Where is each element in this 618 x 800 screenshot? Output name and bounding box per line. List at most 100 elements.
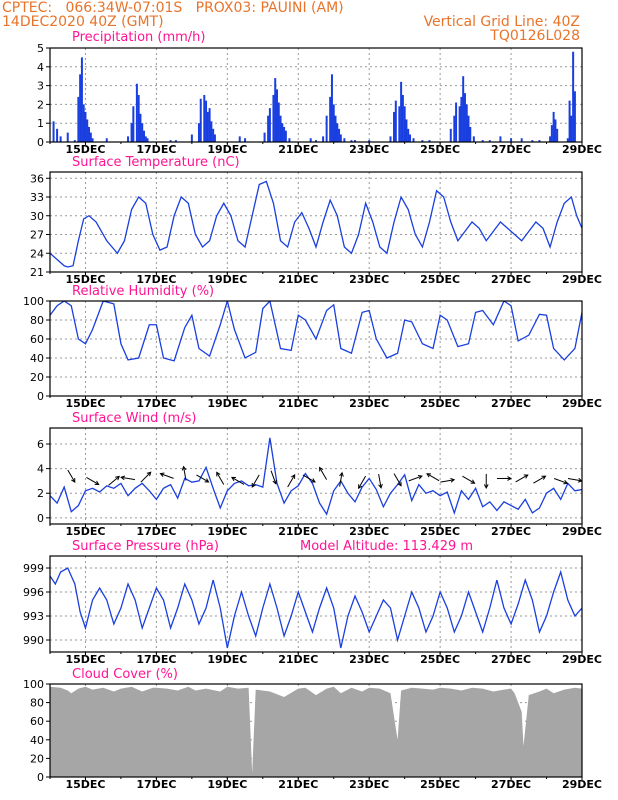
header-location: CPTEC: 066:34W-07:01S PROX03: PAUINI (AM…	[2, 0, 344, 16]
humidity-x-tick-label: 27DEC	[491, 397, 531, 410]
humidity-y-tick-label: 0	[37, 390, 44, 403]
header: CPTEC: 066:34W-07:01S PROX03: PAUINI (AM…	[0, 0, 618, 48]
precip-bar	[144, 136, 147, 142]
temp-panel: Surface Temperature (nC) 15DEC 17DEC 19DEC 2…	[30, 155, 602, 286]
pressure-x-tick-label: 21DEC	[278, 653, 318, 666]
precip-bar	[56, 128, 59, 142]
precip-bar	[105, 138, 108, 142]
cloud-x-tick-label: 29DEC	[562, 778, 602, 791]
precip-bar	[499, 136, 502, 142]
precip-bar	[458, 106, 461, 142]
precip-bar	[455, 102, 458, 142]
pressure-x-tick-label: 17DEC	[136, 653, 176, 666]
wind-arrow-head	[358, 484, 363, 490]
precip-bar	[84, 111, 87, 142]
precip-bar	[288, 138, 291, 142]
precip-bar	[132, 106, 135, 142]
wind-arrow-head	[251, 482, 256, 488]
wind-x-tick-label: 23DEC	[349, 525, 389, 538]
precip-bar	[350, 140, 353, 142]
pressure-panel: Surface Pressure (hPa) Model Altitude: 11…	[23, 539, 602, 666]
precip-bar	[274, 78, 277, 142]
precip-bar	[469, 126, 472, 142]
wind-x-tick-label: 27DEC	[491, 525, 531, 538]
precip-bar	[309, 138, 312, 142]
pressure-y-tick-label: 993	[23, 610, 44, 623]
pressure-x-tick-label: 15DEC	[65, 653, 105, 666]
wind-arrow	[67, 469, 76, 483]
wind-arrow	[160, 473, 174, 479]
wind-x-tick-label: 19DEC	[207, 525, 247, 538]
wind-arrow-head	[319, 466, 324, 472]
cloud-y-tick-label: 40	[30, 734, 44, 747]
precip-bar	[393, 111, 396, 142]
pressure-frame	[49, 555, 583, 653]
precip-bar	[73, 140, 76, 142]
precip-bar	[141, 123, 144, 142]
wind-x-tick-label: 15DEC	[65, 525, 105, 538]
wind-arrow-head	[115, 475, 121, 481]
wind-arrow-head	[272, 479, 277, 485]
precip-bar	[531, 140, 534, 142]
pressure-x-tick-label: 19DEC	[207, 653, 247, 666]
temp-x-tick-label: 19DEC	[207, 273, 247, 286]
precip-bar	[197, 123, 200, 142]
cloud-frame	[49, 683, 583, 778]
temp-y-tick-label: 33	[30, 191, 44, 204]
precip-bar	[203, 95, 206, 142]
header-grid-line: Vertical Grid Line: 40Z	[423, 14, 580, 30]
cloud-area	[50, 686, 582, 777]
precip-bar	[210, 121, 213, 142]
precip-bar	[169, 140, 172, 142]
precip-bar	[428, 140, 431, 142]
temp-x-tick-label: 25DEC	[420, 273, 460, 286]
wind-arrow-head	[310, 478, 316, 483]
pressure-y-tick-label: 996	[23, 586, 44, 599]
wind-arrow-head	[397, 481, 402, 487]
humidity-frame	[49, 300, 583, 397]
precip-bar	[80, 57, 83, 142]
cloud-y-tick-label: 0	[37, 771, 44, 784]
precip-bar	[573, 91, 576, 142]
precip-bar	[421, 140, 424, 142]
precip-bar	[238, 136, 241, 142]
temp-series-line	[50, 180, 582, 268]
precip-bar	[472, 136, 475, 142]
precip-bar	[510, 138, 513, 142]
precip-bar	[568, 100, 571, 142]
precip-x-tick-label: 15DEC	[65, 143, 105, 156]
header-date: 14DEC2020 40Z (GMT)	[2, 14, 164, 30]
precip-bar	[389, 136, 392, 142]
wind-arrow	[319, 467, 328, 480]
cloud-x-tick-label: 27DEC	[491, 778, 531, 791]
precip-bar	[213, 134, 216, 142]
wind-arrow-head	[290, 473, 296, 479]
precip-bar	[463, 93, 466, 142]
precip-bar	[462, 76, 465, 142]
wind-y-tick-label: 2	[37, 487, 44, 500]
humidity-panel: Relative Humidity (%) 15DEC 17DEC 19DEC 21DE…	[23, 284, 602, 410]
wind-x-tick-label: 29DEC	[562, 525, 602, 538]
precip-bar	[405, 119, 408, 142]
pressure-y-tick-label: 999	[23, 562, 44, 575]
wind-arrow-head	[483, 484, 489, 489]
wind-arrow-head	[71, 478, 76, 483]
precip-bar	[467, 115, 470, 142]
wind-arrow	[231, 476, 245, 485]
wind-y-tick-label: 4	[37, 463, 44, 476]
temp-x-tick-label: 23DEC	[349, 273, 389, 286]
wind-arrow-head	[159, 472, 165, 477]
temp-x-tick-label: 29DEC	[562, 273, 602, 286]
precip-bar	[556, 128, 559, 142]
wind-arrow-head	[417, 474, 423, 480]
precip-bar	[398, 106, 401, 142]
precip-bar	[538, 140, 541, 142]
precip-bar	[338, 128, 341, 142]
temp-y-tick-label: 21	[30, 266, 44, 279]
precip-frame	[49, 47, 583, 143]
wind-arrow	[462, 475, 475, 484]
wind-arrow-head	[563, 479, 569, 485]
precip-x-tick-label: 27DEC	[491, 143, 531, 156]
header-model-code: TQ0126L028	[490, 28, 580, 44]
